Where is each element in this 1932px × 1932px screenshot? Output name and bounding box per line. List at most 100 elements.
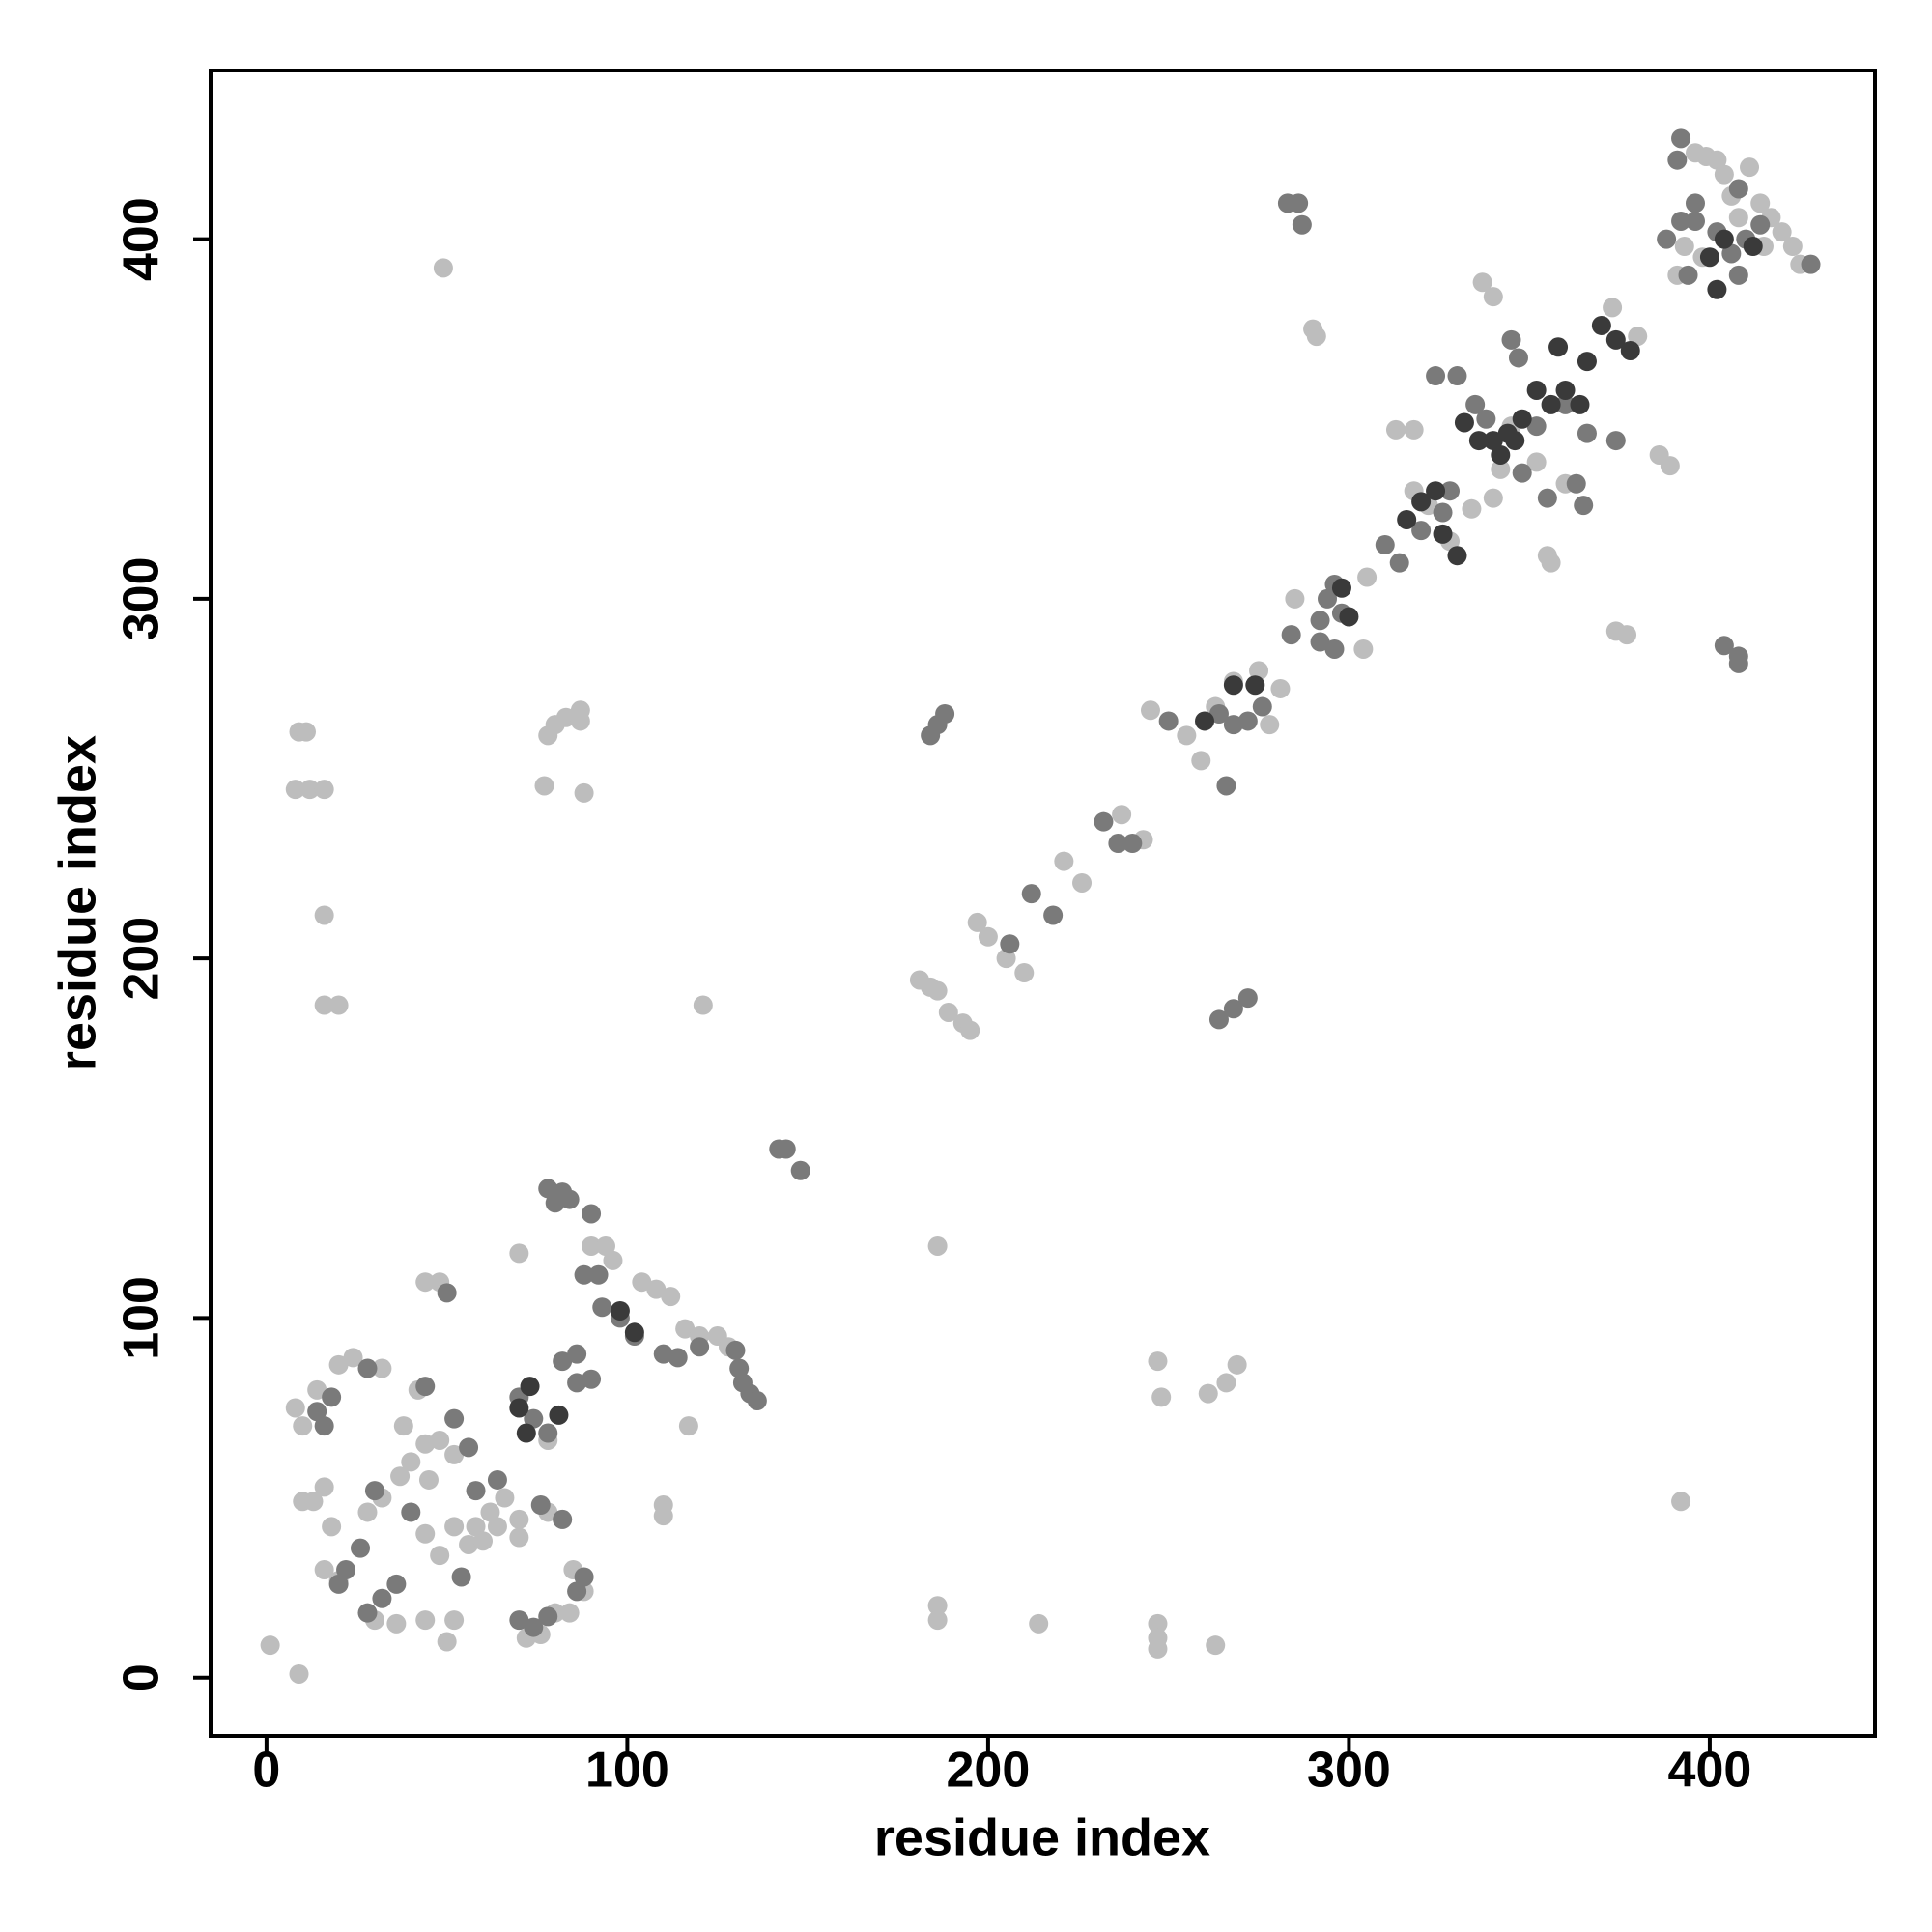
contact-point bbox=[661, 1287, 681, 1307]
contact-point bbox=[978, 926, 998, 947]
contact-point bbox=[1628, 327, 1648, 347]
contact-point bbox=[1728, 265, 1748, 285]
contact-point bbox=[437, 1632, 457, 1652]
contact-point bbox=[1728, 653, 1748, 673]
contact-point bbox=[1714, 229, 1734, 249]
contact-point bbox=[549, 1405, 569, 1425]
contact-point bbox=[592, 1297, 612, 1318]
contact-point bbox=[1714, 164, 1734, 185]
y-tick-label: 300 bbox=[114, 556, 170, 640]
contact-point bbox=[1678, 265, 1698, 285]
contact-point bbox=[534, 776, 554, 796]
contact-point bbox=[927, 980, 948, 1001]
contact-point bbox=[1491, 459, 1511, 479]
contact-point bbox=[444, 1610, 465, 1631]
contact-point bbox=[1591, 315, 1611, 335]
contact-point bbox=[624, 1322, 644, 1343]
contact-point bbox=[1657, 229, 1677, 249]
y-tick-label: 100 bbox=[114, 1276, 170, 1360]
contact-point bbox=[567, 1373, 587, 1393]
contact-point bbox=[480, 1502, 500, 1522]
contact-point bbox=[1505, 431, 1525, 451]
contact-point bbox=[364, 1481, 384, 1501]
contact-point bbox=[1512, 409, 1532, 429]
contact-point bbox=[1375, 535, 1395, 555]
contact-point bbox=[1433, 524, 1453, 544]
contact-point bbox=[487, 1469, 507, 1490]
contact-point bbox=[415, 1272, 436, 1293]
contact-point bbox=[1310, 632, 1330, 652]
contact-point bbox=[1310, 611, 1330, 631]
contact-point bbox=[574, 782, 594, 803]
contact-point bbox=[725, 1340, 746, 1360]
contact-point bbox=[1468, 431, 1489, 451]
contact-point bbox=[1339, 607, 1359, 627]
contact-point bbox=[1740, 157, 1760, 178]
contact-point bbox=[1548, 337, 1569, 357]
contact-point bbox=[285, 1398, 305, 1418]
contact-point bbox=[693, 995, 713, 1015]
contact-point bbox=[1140, 700, 1160, 721]
contact-point bbox=[559, 1189, 580, 1209]
contact-point bbox=[314, 1560, 334, 1580]
contact-point bbox=[1411, 492, 1432, 512]
contact-point bbox=[1158, 711, 1179, 731]
contact-point bbox=[1447, 546, 1467, 566]
contact-point bbox=[790, 1160, 810, 1180]
contact-point bbox=[559, 1603, 580, 1623]
contact-point bbox=[1699, 247, 1719, 268]
contact-point bbox=[610, 1300, 630, 1321]
contact-point bbox=[415, 1610, 436, 1631]
contact-point bbox=[466, 1481, 486, 1501]
contact-point bbox=[530, 1495, 551, 1516]
contact-point bbox=[472, 1531, 493, 1551]
contact-point bbox=[1801, 254, 1821, 274]
contact-point bbox=[1541, 394, 1561, 414]
contact-point bbox=[1411, 521, 1432, 541]
contact-point bbox=[678, 1416, 698, 1436]
contact-point bbox=[1260, 715, 1280, 735]
contact-point bbox=[1208, 1009, 1229, 1030]
contact-point bbox=[1541, 553, 1561, 573]
contact-point bbox=[1660, 456, 1680, 476]
contact-point bbox=[336, 1560, 356, 1580]
contact-point bbox=[1206, 1635, 1226, 1656]
contact-point bbox=[927, 1596, 948, 1616]
contact-point bbox=[1237, 988, 1258, 1009]
contact-point bbox=[1472, 272, 1492, 293]
contact-point bbox=[1512, 463, 1532, 483]
contact-point bbox=[574, 1567, 594, 1587]
contact-point bbox=[646, 1279, 667, 1299]
contact-point bbox=[415, 1377, 436, 1397]
contact-point bbox=[328, 1354, 349, 1375]
contact-point bbox=[459, 1437, 479, 1458]
y-tick-label: 200 bbox=[114, 917, 170, 1001]
contact-point bbox=[1440, 481, 1461, 501]
contact-point bbox=[1714, 636, 1734, 656]
contact-point bbox=[567, 1581, 587, 1602]
contact-point bbox=[570, 711, 590, 731]
contact-point bbox=[603, 1250, 623, 1270]
contact-point bbox=[289, 1663, 309, 1684]
contact-point bbox=[675, 1319, 696, 1339]
contact-point bbox=[1483, 287, 1503, 307]
contact-point bbox=[538, 1179, 558, 1199]
contact-point bbox=[1574, 496, 1594, 516]
contact-point bbox=[1685, 193, 1705, 213]
contact-point bbox=[296, 722, 316, 742]
contact-point bbox=[1404, 419, 1424, 440]
contact-point bbox=[1577, 352, 1597, 372]
contact-point bbox=[299, 780, 320, 800]
contact-point bbox=[1671, 128, 1691, 149]
contact-point bbox=[307, 1379, 327, 1400]
contact-point bbox=[1605, 431, 1626, 451]
contact-point bbox=[322, 1517, 342, 1537]
contact-point bbox=[466, 1517, 486, 1537]
x-axis-title: residue index bbox=[874, 1808, 1210, 1866]
contact-point bbox=[927, 1610, 948, 1631]
contact-point bbox=[487, 1517, 507, 1537]
contact-point bbox=[1685, 211, 1705, 231]
contact-point bbox=[328, 995, 349, 1015]
contact-point bbox=[509, 1398, 529, 1418]
